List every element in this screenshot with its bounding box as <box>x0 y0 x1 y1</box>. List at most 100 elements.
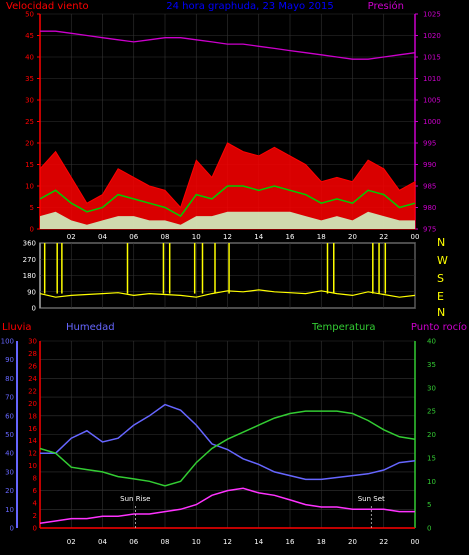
dew-point-label: Punto rocío <box>411 321 467 333</box>
tick-label-hour: 14 <box>254 233 263 241</box>
tick-label-pressure: 1025 <box>423 11 441 19</box>
humidity-label: Humedad <box>66 322 115 333</box>
tick-label-pressure: 1000 <box>423 118 441 126</box>
tick-label-rain: 4 <box>33 500 38 508</box>
tick-label-wind: 15 <box>25 161 34 169</box>
tick-label-hour: 04 <box>98 233 107 241</box>
tick-label-pressure: 1010 <box>423 75 441 83</box>
temperature-label: Temperatura <box>311 322 376 333</box>
tick-label-pressure: 1005 <box>423 97 441 105</box>
tick-label-direction: 90 <box>27 288 36 296</box>
tick-label-pressure: 1015 <box>423 54 441 62</box>
tick-label-temperature: 25 <box>427 408 436 416</box>
tick-label-hour: 18 <box>317 538 326 546</box>
tick-label-rain: 30 <box>28 338 37 346</box>
tick-label-temperature: 20 <box>427 431 436 439</box>
tick-label-temperature: 40 <box>427 338 436 346</box>
tick-label-humidity: 50 <box>5 431 14 439</box>
tick-label-rain: 18 <box>28 412 37 420</box>
tick-label-compass: N <box>437 306 445 319</box>
tick-label-humidity: 0 <box>10 525 14 533</box>
tick-label-hour: 08 <box>161 538 170 546</box>
tick-label-wind: 25 <box>25 118 34 126</box>
tick-label-humidity: 60 <box>5 412 14 420</box>
tick-label-rain: 0 <box>33 525 37 533</box>
tick-label-wind: 30 <box>25 97 34 105</box>
tick-label-pressure: 1020 <box>423 32 441 40</box>
tick-label-hour: 22 <box>379 233 388 241</box>
tick-label-hour: 18 <box>317 233 326 241</box>
pressure-title: Presión <box>368 0 404 12</box>
tick-label-direction: 360 <box>23 240 36 248</box>
tick-label-hour: 12 <box>223 538 232 546</box>
tick-label-rain: 2 <box>33 512 37 520</box>
tick-label-rain: 24 <box>28 375 37 383</box>
sun-set-label: Sun Set <box>358 495 385 503</box>
tick-label-hour: 00 <box>411 538 420 546</box>
tick-label-wind: 20 <box>25 140 34 148</box>
tick-label-hour: 20 <box>348 233 357 241</box>
tick-label-direction: 0 <box>32 305 36 313</box>
tick-label-humidity: 80 <box>5 375 14 383</box>
tick-label-pressure: 980 <box>423 204 436 212</box>
rain-label: Lluvia <box>2 322 32 333</box>
tick-label-temperature: 35 <box>427 361 436 369</box>
tick-label-hour: 16 <box>286 538 295 546</box>
tick-label-wind: 10 <box>25 183 34 191</box>
tick-label-wind: 45 <box>25 32 34 40</box>
tick-label-hour: 10 <box>192 233 201 241</box>
tick-label-hour: 16 <box>286 233 295 241</box>
tick-label-humidity: 20 <box>5 487 14 495</box>
chart-title: 24 hora graphuda, 23 Mayo 2015 <box>166 1 334 12</box>
tick-label-humidity: 40 <box>5 450 14 458</box>
tick-label-rain: 16 <box>28 425 37 433</box>
tick-label-hour: 00 <box>411 233 420 241</box>
tick-label-pressure: 985 <box>423 183 436 191</box>
series-dew-point <box>39 487 415 525</box>
tick-label-wind: 50 <box>25 11 34 19</box>
series-wind-avg <box>39 185 416 218</box>
tick-label-hour: 10 <box>192 538 201 546</box>
series-wind-min <box>40 211 415 229</box>
tick-label-rain: 6 <box>33 487 38 495</box>
tick-label-humidity: 70 <box>5 394 14 402</box>
tick-label-humidity: 30 <box>5 468 14 476</box>
tick-label-rain: 8 <box>33 475 37 483</box>
tick-label-hour: 12 <box>223 233 232 241</box>
tick-label-rain: 26 <box>28 362 37 370</box>
tick-label-rain: 10 <box>28 462 37 470</box>
tick-label-temperature: 15 <box>427 454 436 462</box>
tick-label-rain: 22 <box>28 387 37 395</box>
tick-label-humidity: 90 <box>5 356 14 364</box>
tick-label-wind: 5 <box>30 204 34 212</box>
tick-label-direction: 270 <box>23 256 36 264</box>
sun-rise-label: Sun Rise <box>120 495 150 503</box>
tick-label-pressure: 995 <box>423 140 436 148</box>
tick-label-humidity: 100 <box>1 338 14 346</box>
series-pressure <box>40 30 416 60</box>
tick-label-hour: 02 <box>67 538 76 546</box>
tick-label-direction: 180 <box>23 272 36 280</box>
tick-label-compass: N <box>437 236 445 249</box>
tick-label-hour: 14 <box>254 538 263 546</box>
tick-label-hour: 08 <box>161 233 170 241</box>
tick-label-compass: W <box>437 254 448 267</box>
tick-label-compass: E <box>437 290 444 303</box>
tick-label-hour: 22 <box>379 538 388 546</box>
tick-label-hour: 02 <box>67 233 76 241</box>
tick-label-temperature: 0 <box>427 525 431 533</box>
series-temperature <box>39 410 416 487</box>
tick-label-hour: 06 <box>129 538 138 546</box>
tick-label-compass: S <box>437 272 444 285</box>
tick-label-rain: 12 <box>28 450 37 458</box>
tick-label-wind: 40 <box>25 54 34 62</box>
tick-label-temperature: 5 <box>427 501 431 509</box>
tick-label-rain: 28 <box>28 350 37 358</box>
tick-label-hour: 04 <box>98 538 107 546</box>
tick-label-rain: 20 <box>28 400 37 408</box>
series-humidity <box>40 403 416 481</box>
tick-label-rain: 14 <box>28 437 37 445</box>
tick-label-temperature: 10 <box>427 478 436 486</box>
tick-label-wind: 35 <box>25 75 34 83</box>
